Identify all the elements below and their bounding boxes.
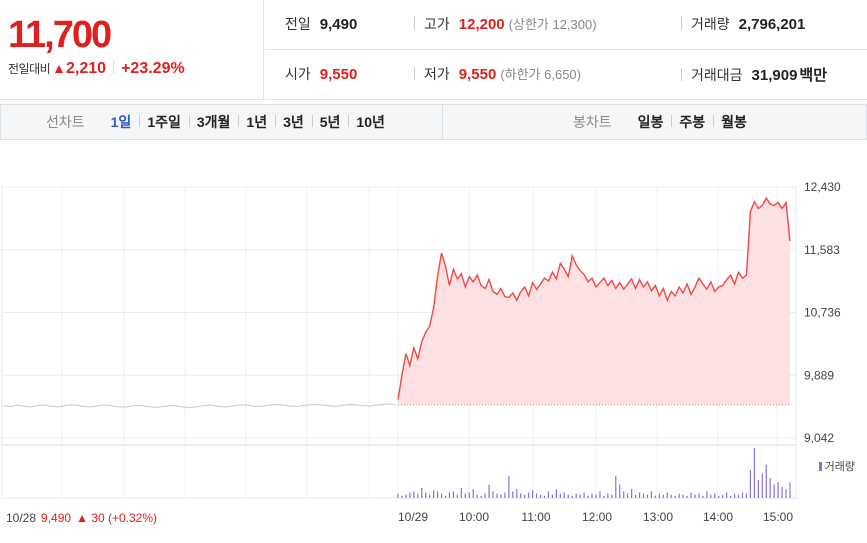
divider — [442, 105, 443, 139]
y-tick-label: 10,736 — [804, 306, 841, 320]
period-1y-button[interactable]: 1년 — [238, 112, 275, 132]
stat-sub: (하한가 6,650) — [500, 67, 581, 82]
line-chart-periods: 선차트 1일 1주일 3개월 1년 3년 5년 10년 — [46, 105, 393, 139]
stat-low: 저가 9,550 (하한가 6,650) — [414, 64, 581, 84]
change-label: 전일대비 — [8, 62, 51, 76]
y-tick-label: 9,889 — [804, 368, 834, 382]
change-line: 전일대비 ▲2,210 +23.29% — [8, 60, 185, 78]
candle-chart-periods: 봉차트 일봉 주봉 월봉 — [573, 105, 755, 139]
divider — [414, 17, 415, 30]
stats-row: 시가 9,550 저가 9,550 (하한가 6,650) 거래대금 31,909 백만 — [265, 50, 867, 100]
prev-day-line — [3, 403, 397, 409]
today-area — [398, 198, 790, 405]
period-3m-button[interactable]: 3개월 — [188, 112, 239, 132]
price-chart[interactable]: 12,430 11,583 10,736 9,889 9,042 10/29 10:00 11… — [0, 150, 867, 543]
stock-summary: 11,700 전일대비 ▲2,210 +23.29% 전일 9,490 고가 12,20… — [0, 0, 867, 100]
today-price-line — [397, 196, 791, 400]
divider — [414, 67, 415, 80]
prev-day-summary: 10/28 9,490 ▲ 30 (+0.32%) — [6, 511, 157, 525]
prev-day-change: ▲ 30 (+0.32%) — [76, 511, 157, 525]
stat-unit: 백만 — [799, 67, 828, 84]
prev-day-change-value: 30 — [91, 511, 105, 525]
x-tick-label: 11:00 — [521, 510, 550, 524]
period-10y-button[interactable]: 10년 — [348, 112, 392, 132]
stat-prev-close: 전일 9,490 — [285, 14, 357, 34]
period-3y-button[interactable]: 3년 — [275, 112, 312, 132]
period-5y-button[interactable]: 5년 — [311, 112, 349, 132]
prev-day-price: 9,490 — [41, 511, 72, 525]
stat-volume: 거래량 2,796,201 — [681, 14, 805, 34]
up-arrow-icon: ▲ — [52, 60, 67, 76]
stat-value: 2,796,201 — [738, 16, 806, 33]
y-tick-label: 12,430 — [804, 180, 841, 194]
chart-canvas[interactable]: 12,430 11,583 10,736 9,889 9,042 10/29 10:00 11… — [0, 150, 867, 543]
candle-chart-label: 봉차트 — [573, 114, 612, 130]
stat-high: 고가 12,200 (상한가 12,300) — [414, 14, 597, 34]
stat-value: 9,550 — [458, 66, 497, 83]
candle-weekly-button[interactable]: 주봉 — [671, 112, 713, 132]
divider — [681, 17, 682, 30]
prev-day-change-pct: (+0.32%) — [108, 511, 158, 525]
x-tick-label: 10:00 — [459, 510, 489, 524]
prev-day-date: 10/28 — [6, 511, 37, 525]
stats-panel: 전일 9,490 고가 12,200 (상한가 12,300) 거래량 2,796,20… — [265, 0, 867, 100]
stat-label: 거래량 — [691, 16, 730, 32]
period-1w-button[interactable]: 1주일 — [139, 112, 189, 132]
stat-value: 12,200 — [458, 16, 505, 33]
stat-label: 전일 — [285, 16, 311, 32]
stat-sub: (상한가 12,300) — [508, 17, 597, 32]
stat-open: 시가 9,550 — [285, 64, 357, 84]
x-tick-label: 14:00 — [703, 510, 733, 524]
change-percent: +23.29% — [121, 60, 185, 77]
y-tick-label: 9,042 — [804, 431, 834, 445]
stat-amount: 거래대금 31,909 백만 — [681, 64, 827, 85]
stat-label: 저가 — [424, 66, 450, 82]
volume-legend: 거래량 — [818, 458, 855, 474]
up-arrow-icon: ▲ — [76, 511, 88, 525]
y-tick-label: 11,583 — [804, 243, 840, 257]
volume-legend-label: 거래량 — [824, 461, 855, 473]
price-box: 11,700 전일대비 ▲2,210 +23.29% — [0, 0, 264, 100]
change-value: 2,210 — [66, 60, 107, 77]
x-tick-label: 13:00 — [643, 510, 673, 524]
candle-monthly-button[interactable]: 월봉 — [713, 112, 755, 132]
period-1d-button[interactable]: 1일 — [110, 114, 132, 130]
divider — [113, 60, 115, 74]
x-tick-label: 15:00 — [763, 510, 793, 524]
stat-value: 31,909 — [751, 67, 798, 84]
stat-value: 9,550 — [319, 66, 358, 83]
candle-daily-button[interactable]: 일봉 — [637, 114, 664, 130]
stat-label: 시가 — [285, 66, 311, 82]
x-tick-label: 12:00 — [582, 510, 612, 524]
current-price: 11,700 — [8, 14, 112, 56]
volume-swatch — [818, 462, 822, 471]
stat-label: 고가 — [424, 16, 450, 32]
divider — [681, 68, 682, 81]
stat-value: 9,490 — [319, 16, 358, 33]
stat-label: 거래대금 — [691, 67, 743, 83]
x-tick-label: 10/29 — [398, 510, 428, 524]
line-chart-label: 선차트 — [46, 114, 85, 130]
chart-period-toolbar: 선차트 1일 1주일 3개월 1년 3년 5년 10년 봉차트 일봉 주봉 월봉 — [0, 104, 867, 140]
stats-row: 전일 9,490 고가 12,200 (상한가 12,300) 거래량 2,796,20… — [265, 0, 867, 50]
